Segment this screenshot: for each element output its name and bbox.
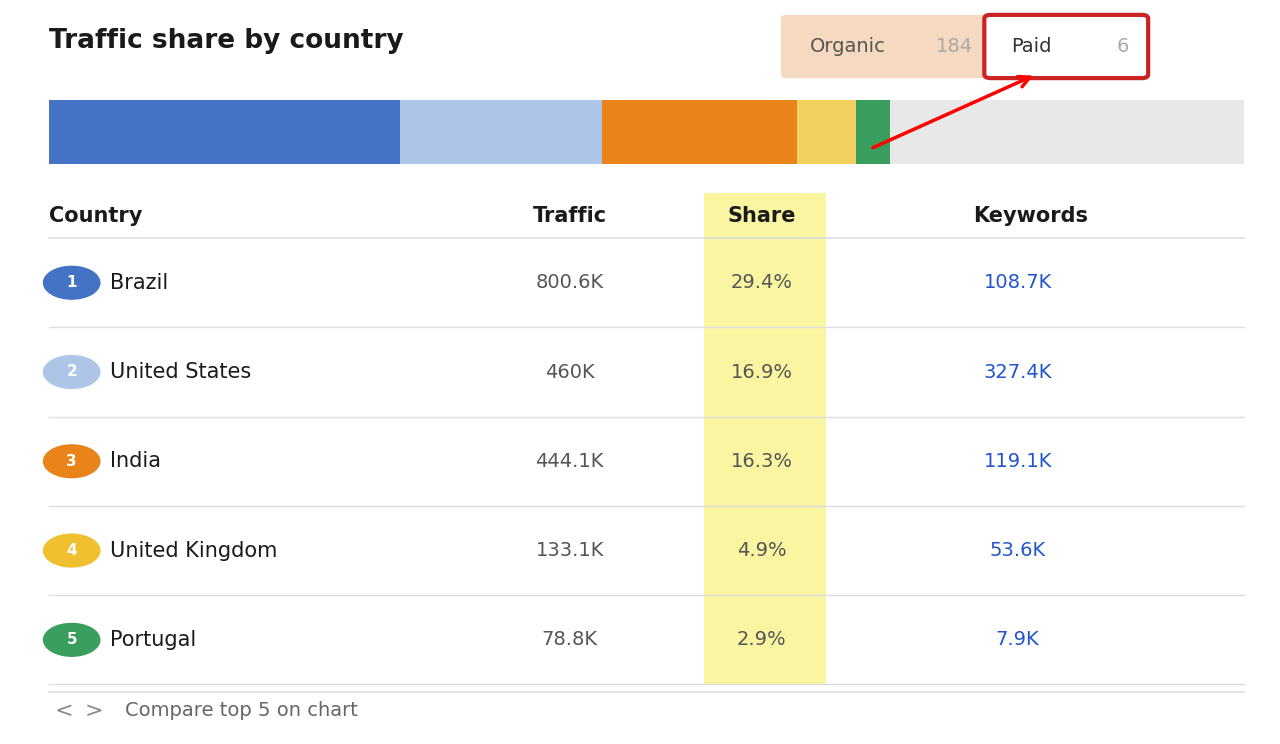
Text: United States: United States xyxy=(110,362,251,382)
Circle shape xyxy=(44,445,100,478)
Text: 119.1K: 119.1K xyxy=(983,452,1052,471)
Text: Compare top 5 on chart: Compare top 5 on chart xyxy=(125,701,358,720)
Circle shape xyxy=(44,356,100,388)
Text: 444.1K: 444.1K xyxy=(535,452,604,471)
Text: 800.6K: 800.6K xyxy=(535,273,604,292)
Text: 53.6K: 53.6K xyxy=(989,541,1046,560)
Text: <: < xyxy=(55,701,74,720)
Text: 4.9%: 4.9% xyxy=(737,541,786,560)
Text: Share: Share xyxy=(727,206,796,225)
FancyBboxPatch shape xyxy=(855,100,891,164)
Text: 7.9K: 7.9K xyxy=(996,630,1039,650)
Text: 29.4%: 29.4% xyxy=(731,273,792,292)
Text: Keywords: Keywords xyxy=(973,206,1088,225)
Text: 327.4K: 327.4K xyxy=(983,362,1052,382)
Text: 6: 6 xyxy=(1116,37,1129,56)
Text: 133.1K: 133.1K xyxy=(535,541,604,560)
Circle shape xyxy=(44,266,100,299)
FancyBboxPatch shape xyxy=(704,193,826,684)
Text: Organic: Organic xyxy=(810,37,886,56)
Text: 460K: 460K xyxy=(545,362,594,382)
Circle shape xyxy=(44,623,100,656)
Text: Paid: Paid xyxy=(1011,37,1052,56)
Text: 16.9%: 16.9% xyxy=(731,362,792,382)
Text: United Kingdom: United Kingdom xyxy=(110,541,278,560)
Text: 3: 3 xyxy=(67,454,77,469)
Text: Portugal: Portugal xyxy=(110,630,196,650)
Text: 16.3%: 16.3% xyxy=(731,452,792,471)
FancyBboxPatch shape xyxy=(984,15,1148,78)
Text: 2: 2 xyxy=(67,365,77,379)
Text: Country: Country xyxy=(49,206,142,225)
Text: Brazil: Brazil xyxy=(110,273,169,292)
Text: 1: 1 xyxy=(67,275,77,290)
Text: India: India xyxy=(110,452,161,471)
Text: 4: 4 xyxy=(67,543,77,558)
FancyBboxPatch shape xyxy=(602,100,797,164)
FancyBboxPatch shape xyxy=(49,100,401,164)
Circle shape xyxy=(44,534,100,567)
FancyBboxPatch shape xyxy=(401,100,602,164)
Text: >: > xyxy=(84,701,104,720)
Text: 5: 5 xyxy=(67,632,77,647)
Text: 78.8K: 78.8K xyxy=(541,630,598,650)
FancyBboxPatch shape xyxy=(891,100,1244,164)
Text: Traffic: Traffic xyxy=(532,206,607,225)
Text: Traffic share by country: Traffic share by country xyxy=(49,28,403,54)
FancyBboxPatch shape xyxy=(781,15,992,78)
Text: 184: 184 xyxy=(936,37,973,56)
Text: 2.9%: 2.9% xyxy=(737,630,786,650)
Text: 108.7K: 108.7K xyxy=(983,273,1052,292)
FancyBboxPatch shape xyxy=(797,100,855,164)
